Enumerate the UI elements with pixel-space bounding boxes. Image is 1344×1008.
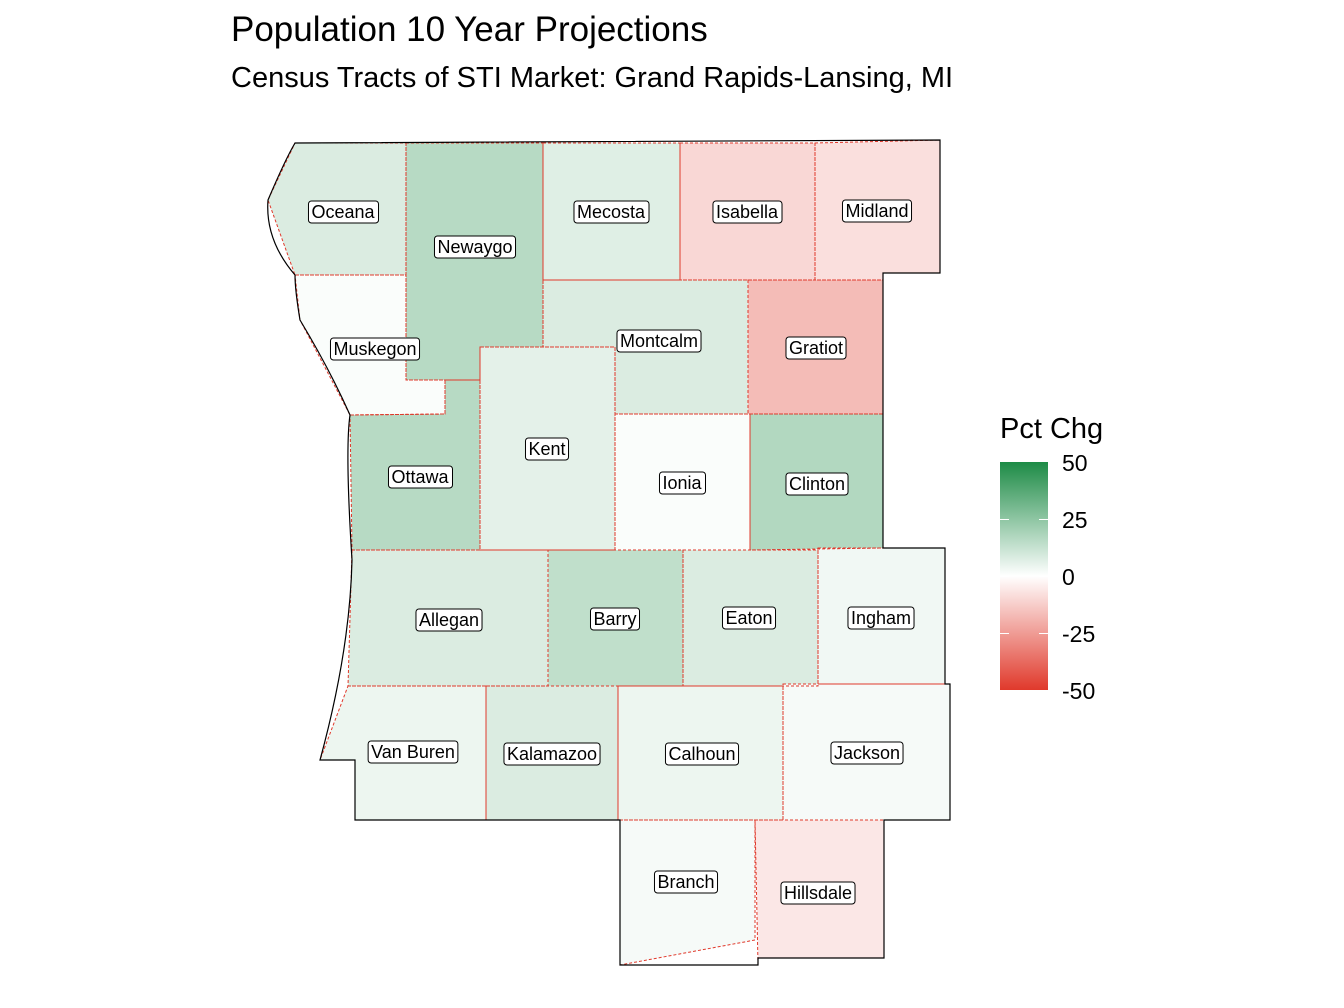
county-name: Allegan [419,610,479,630]
county-label-ottawa: Ottawa [387,465,453,489]
county-label-gratiot: Gratiot [785,336,847,360]
county-label-box [664,742,740,766]
county-name: Mecosta [577,202,646,222]
county-label-calhoun: Calhoun [664,742,740,766]
county-label-kent: Kent [524,437,570,461]
county-name: Newaygo [437,237,512,257]
county-label-mecosta: Mecosta [573,200,650,224]
county-label-box [653,870,719,894]
county-label-box [721,606,777,630]
county-label-box [415,608,483,632]
legend-tick-mark [1000,633,1009,634]
county-label-allegan: Allegan [415,608,483,632]
county-label-box [785,336,847,360]
county-label-box [387,465,453,489]
county-name: Isabella [716,202,779,222]
legend-tick-label: -25 [1062,621,1096,647]
county-name: Gratiot [789,338,843,358]
county-label-box [329,337,421,361]
legend-tick-label: 0 [1062,564,1075,590]
county-border-mecosta [542,142,681,281]
county-label-montcalm: Montcalm [616,329,702,353]
legend-tick-mark [1000,576,1009,577]
county-name: Clinton [789,474,845,494]
legend-tick-mark [1039,633,1048,634]
county-label-box [503,742,601,766]
county-name: Ionia [662,473,702,493]
county-label-van-buren: Van Buren [367,740,459,764]
county-border-eaton [682,549,819,687]
county-label-barry: Barry [589,607,641,631]
county-name: Branch [657,872,714,892]
county-label-newaygo: Newaygo [433,235,517,259]
county-label-box [524,437,570,461]
county-label-box [712,200,783,224]
legend-tick-mark [1039,519,1048,520]
county-name: Ottawa [391,467,449,487]
county-name: Barry [593,609,636,629]
county-label-jackson: Jackson [830,741,904,765]
county-name: Muskegon [333,339,416,359]
county-label-branch: Branch [653,870,719,894]
county-label-oceana: Oceana [307,200,380,224]
county-label-isabella: Isabella [712,200,783,224]
county-label-box [616,329,702,353]
county-label-hillsdale: Hillsdale [780,881,856,905]
county-region-newaygo [406,143,543,380]
county-border-gratiot [747,279,884,415]
county-label-box [589,607,641,631]
county-label-clinton: Clinton [785,472,849,496]
map-title: Population 10 Year Projections [231,10,708,49]
legend-tick-mark [1000,519,1009,520]
county-label-ingham: Ingham [847,606,915,630]
county-name: Eaton [725,608,772,628]
county-label-box [841,199,913,223]
county-label-box [433,235,517,259]
county-name: Jackson [834,743,900,763]
county-label-box [367,740,459,764]
county-label-muskegon: Muskegon [329,337,421,361]
map-subtitle: Census Tracts of STI Market: Grand Rapid… [231,62,954,94]
legend-tick-label: 25 [1062,507,1088,533]
county-label-kalamazoo: Kalamazoo [503,742,601,766]
county-name: Oceana [311,202,375,222]
county-name: Ingham [851,608,911,628]
county-name: Kalamazoo [507,744,597,764]
county-label-box [785,472,849,496]
legend-title: Pct Chg [1000,413,1104,445]
county-label-box [780,881,856,905]
legend-tick-label: 50 [1062,450,1088,476]
county-label-midland: Midland [841,199,913,223]
county-name: Calhoun [668,744,735,764]
county-label-box [573,200,650,224]
county-name: Midland [845,201,908,221]
legend-tick-mark [1039,576,1048,577]
county-name: Van Buren [371,742,455,762]
county-label-ionia: Ionia [658,471,706,495]
county-label-box [658,471,706,495]
region-outline [267,139,951,966]
county-label-box [847,606,915,630]
county-label-box [307,200,380,224]
county-border-calhoun [617,685,784,821]
county-name: Hillsdale [784,883,852,903]
county-label-box [830,741,904,765]
county-label-eaton: Eaton [721,606,777,630]
legend-tick-label: -50 [1062,678,1096,704]
county-name: Montcalm [620,331,698,351]
county-name: Kent [528,439,565,459]
county-region-ottawa [350,380,480,550]
